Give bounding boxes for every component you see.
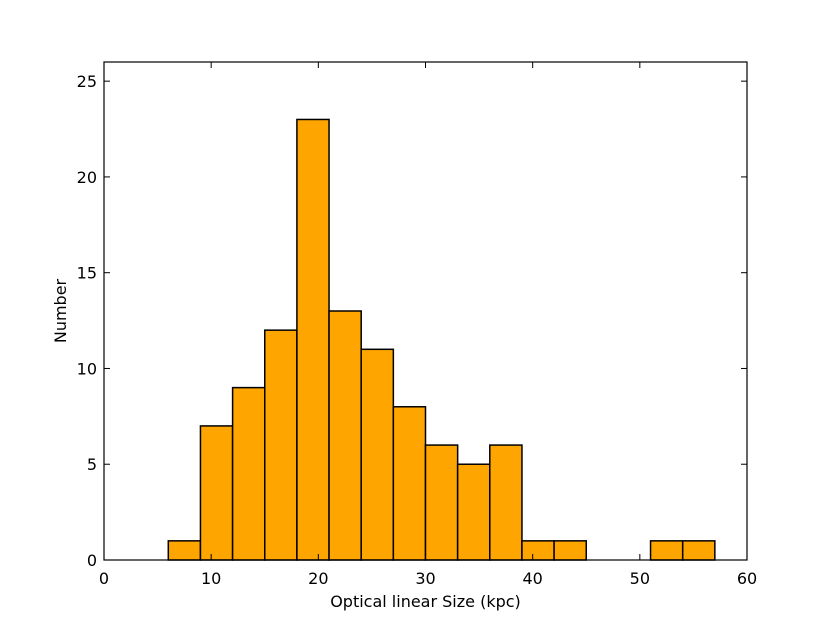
- histogram-bar-5: [328, 310, 362, 561]
- x-tick-label-4: 40: [522, 569, 542, 588]
- histogram-bar-6: [360, 348, 395, 561]
- histogram-bar-9: [456, 463, 491, 561]
- x-tick-label-3: 30: [415, 569, 435, 588]
- histogram-bar-12: [553, 540, 587, 561]
- plot-frame: [103, 61, 748, 561]
- y-tick-label-2: 10: [77, 359, 97, 378]
- histogram-bar-16: [681, 540, 716, 561]
- x-tick-label-6: 60: [737, 569, 757, 588]
- y-tick-label-5: 25: [77, 72, 97, 91]
- histogram-bar-10: [489, 444, 523, 561]
- histogram-bar-0: [167, 540, 202, 561]
- x-tick-label-0: 0: [99, 569, 109, 588]
- histogram-bar-15: [649, 540, 684, 561]
- x-axis-label: Optical linear Size (kpc): [330, 592, 521, 611]
- x-tick-label-2: 20: [308, 569, 328, 588]
- y-tick-label-4: 20: [77, 168, 97, 187]
- histogram-bar-11: [521, 540, 555, 561]
- bars-group: [167, 118, 716, 561]
- x-tick-label-5: 50: [630, 569, 650, 588]
- histogram-bar-3: [264, 329, 298, 561]
- histogram-bar-2: [231, 386, 266, 561]
- histogram-bar-1: [199, 425, 234, 561]
- histogram-bar-4: [296, 118, 330, 561]
- histogram-bar-7: [392, 406, 427, 561]
- histogram-bar-8: [424, 444, 459, 561]
- ticks-group: 0 10 20 30 40 50 60 0 5 10 15 20 25: [77, 62, 757, 588]
- y-axis-label: Number: [51, 278, 70, 343]
- y-tick-label-3: 15: [77, 264, 97, 283]
- y-tick-label-0: 0: [87, 551, 97, 570]
- x-tick-label-1: 10: [201, 569, 221, 588]
- y-tick-label-1: 5: [87, 455, 97, 474]
